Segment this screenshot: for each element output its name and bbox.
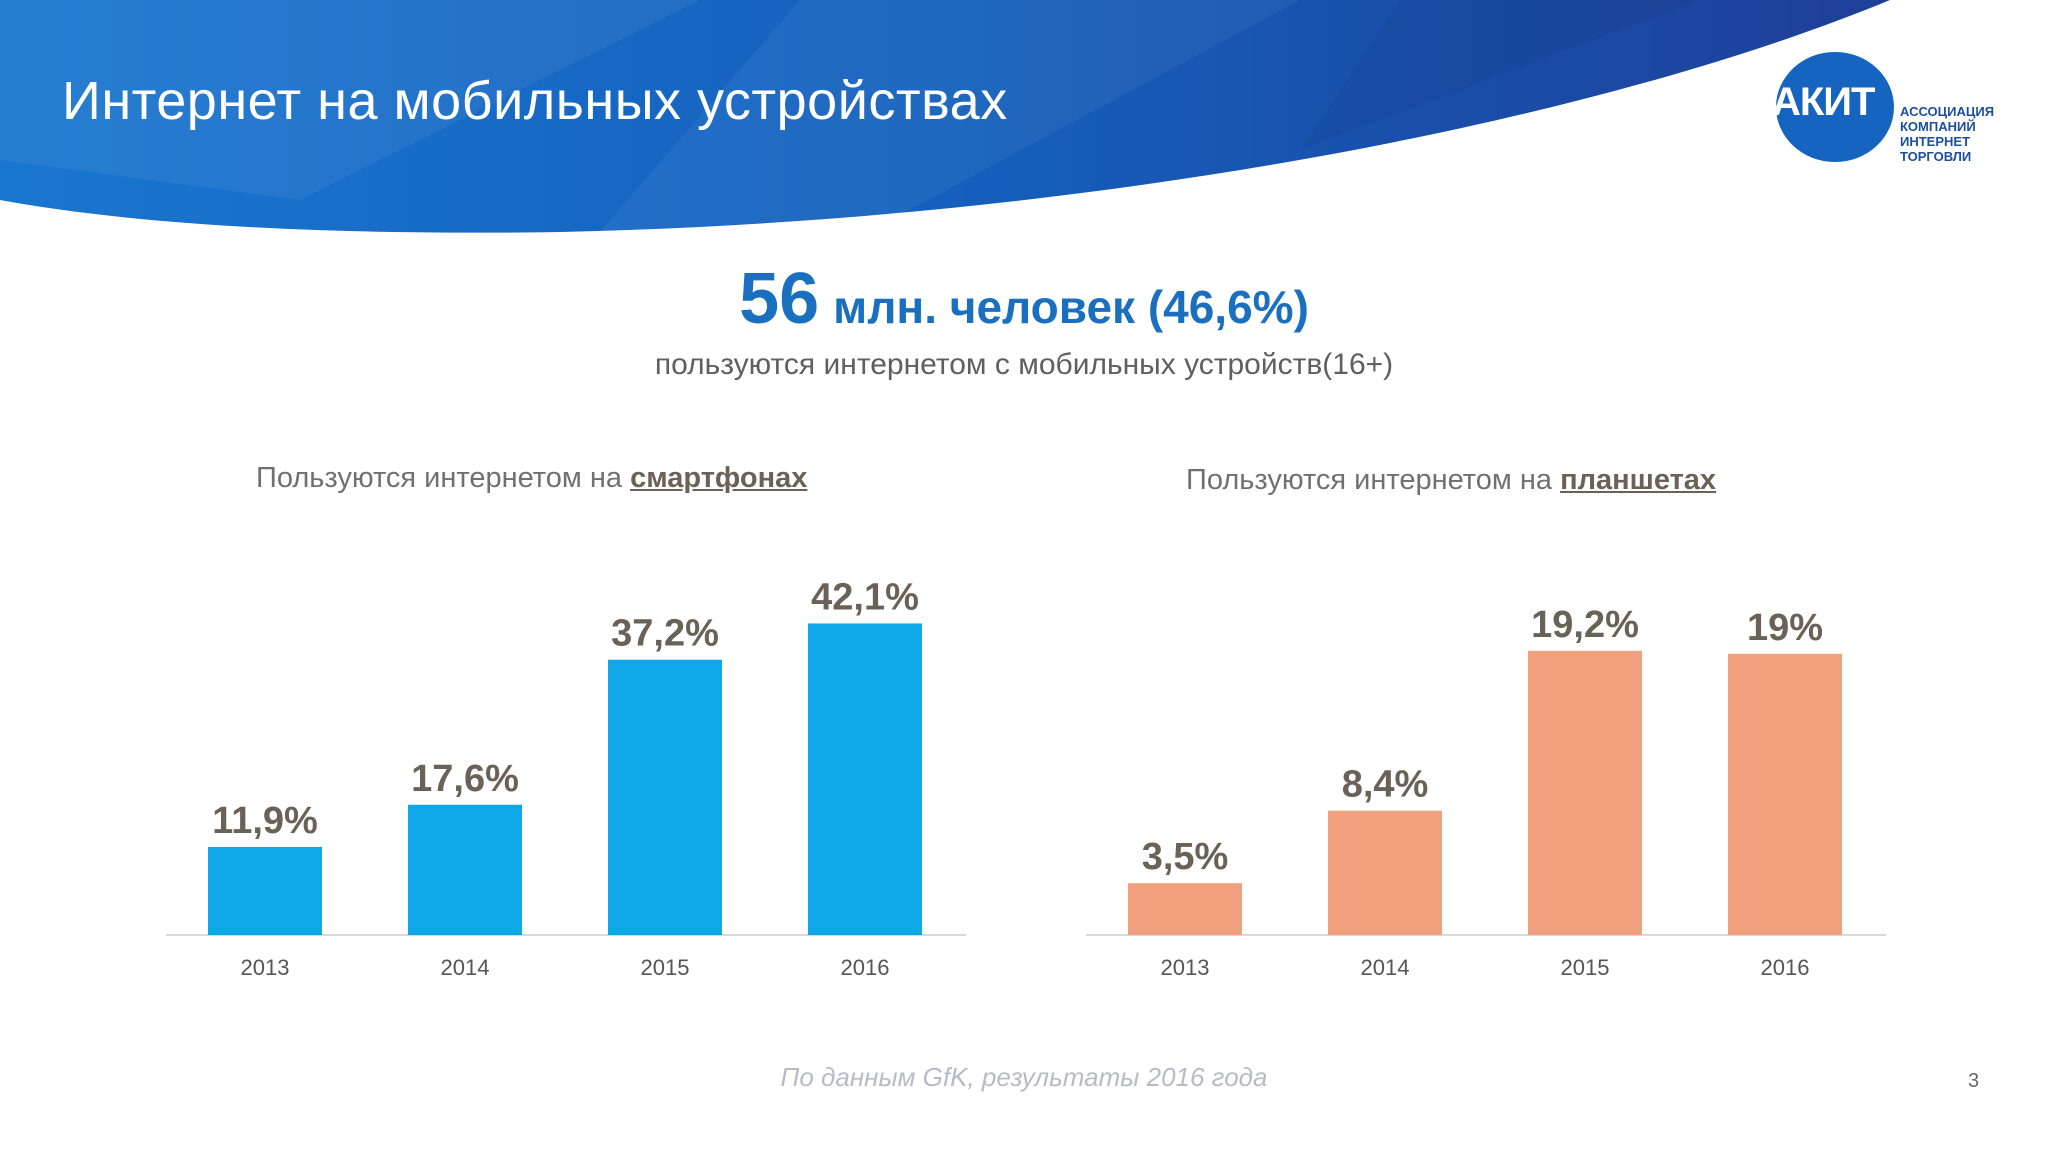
bar-2013 xyxy=(208,846,322,935)
logo-circle xyxy=(1776,52,1894,162)
smartphone-chart-title-prefix: Пользуются интернетом на xyxy=(256,462,631,494)
logo-text: ассоциация компаний интернет торговли xyxy=(1900,104,1994,164)
bar-2015 xyxy=(608,659,722,935)
source-footnote: По данным GfK, результаты 2016 года xyxy=(780,1062,1268,1092)
value-label-2013: 3,5% xyxy=(1142,836,1229,878)
bar-2014 xyxy=(1328,810,1442,935)
value-label-2013: 11,9% xyxy=(212,800,318,842)
value-label-2015: 19,2% xyxy=(1531,604,1639,646)
logo-abbr: АКИТ xyxy=(1772,80,1875,124)
bar-2014 xyxy=(408,804,522,935)
smartphone-chart-title-emphasis: смартфонах xyxy=(630,462,808,494)
slide-title: Интернет на мобильных устройствах xyxy=(62,71,1008,131)
value-label-2014: 8,4% xyxy=(1342,764,1429,806)
value-label-2016: 42,1% xyxy=(811,576,919,618)
header-wave xyxy=(0,0,1890,233)
x-tick-label-2015: 2015 xyxy=(1561,955,1610,980)
x-tick-label-2016: 2016 xyxy=(841,955,890,980)
logo-line: компаний xyxy=(1900,119,1976,134)
tablet-bar-chart: 3,5% 2013 8,4% 2014 19,2% 2015 19% 2016 xyxy=(1086,604,1886,980)
page-number: 3 xyxy=(1968,1070,1980,1092)
akit-logo: АКИТ ассоциация компаний интернет торгов… xyxy=(1772,52,2006,172)
bar-2016 xyxy=(808,623,922,935)
x-tick-label-2013: 2013 xyxy=(241,955,290,980)
headline-rest: млн. человек (46,6%) xyxy=(833,281,1309,333)
header-banner: Интернет на мобильных устройствах xyxy=(0,0,2048,240)
x-tick-label-2015: 2015 xyxy=(641,955,690,980)
x-tick-label-2013: 2013 xyxy=(1161,955,1210,980)
logo-line: ассоциация xyxy=(1900,104,1995,119)
value-label-2016: 19% xyxy=(1747,607,1823,649)
tablet-chart-title: Пользуются интернетом на планшетах xyxy=(1186,464,1716,497)
value-label-2014: 17,6% xyxy=(411,758,519,800)
smartphone-chart-title: Пользуются интернетом на смартфонах xyxy=(256,462,807,495)
logo-line: интернет xyxy=(1900,134,1971,149)
tablet-chart-title-emphasis: планшетах xyxy=(1560,464,1717,496)
logo-line: торговли xyxy=(1900,149,1972,164)
tablet-chart-title-prefix: Пользуются интернетом на xyxy=(1186,464,1561,496)
headline-subtitle: пользуются интернетом с мобильных устрой… xyxy=(654,348,1394,381)
bar-2015 xyxy=(1528,650,1642,935)
bar-2013 xyxy=(1128,883,1242,935)
value-label-2015: 37,2% xyxy=(611,613,719,655)
bar-2016 xyxy=(1728,653,1842,935)
x-tick-label-2014: 2014 xyxy=(441,955,490,980)
headline: 56 млн. человек (46,6%) xyxy=(0,258,2048,340)
x-tick-label-2016: 2016 xyxy=(1761,955,1810,980)
smartphone-bar-chart: 11,9% 2013 17,6% 2014 37,2% 2015 42,1% 2016 xyxy=(166,576,966,980)
x-tick-label-2014: 2014 xyxy=(1361,955,1410,980)
headline-number: 56 xyxy=(739,259,820,339)
